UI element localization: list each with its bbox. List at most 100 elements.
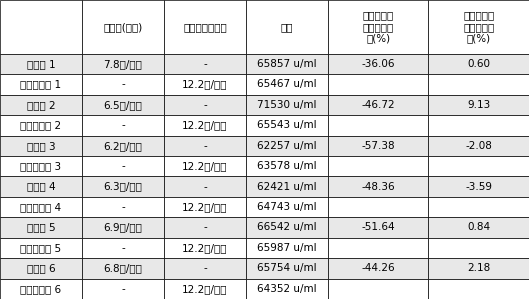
Bar <box>0 115 82 135</box>
Text: 12.2元/公斤: 12.2元/公斤 <box>182 284 228 294</box>
Bar <box>328 135 428 156</box>
Text: 65754 u/ml: 65754 u/ml <box>257 263 317 273</box>
Bar <box>0 238 82 258</box>
Text: -: - <box>203 59 207 69</box>
Bar <box>82 115 164 135</box>
Bar <box>164 115 246 135</box>
Text: 对比实施例 2: 对比实施例 2 <box>21 120 61 130</box>
Bar <box>328 279 428 299</box>
Bar <box>328 95 428 115</box>
Text: 6.8元/公斤: 6.8元/公斤 <box>104 263 142 273</box>
Text: 65543 u/ml: 65543 u/ml <box>257 120 317 130</box>
Text: 实施例 4: 实施例 4 <box>26 181 56 192</box>
Bar <box>0 54 82 74</box>
Text: -: - <box>203 141 207 151</box>
Bar <box>82 197 164 217</box>
Text: 实施例 3: 实施例 3 <box>26 141 56 151</box>
Text: 6.5元/公斤: 6.5元/公斤 <box>104 100 142 110</box>
Bar <box>246 115 328 135</box>
Text: 对比实施例 5: 对比实施例 5 <box>21 243 61 253</box>
Text: 对比实施例 3: 对比实施例 3 <box>21 161 61 171</box>
Bar <box>428 54 529 74</box>
Text: -: - <box>203 181 207 192</box>
Bar <box>0 279 82 299</box>
Bar <box>82 217 164 238</box>
Text: -36.06: -36.06 <box>361 59 395 69</box>
Bar <box>164 217 246 238</box>
Bar <box>82 0 164 54</box>
Bar <box>82 238 164 258</box>
Text: -: - <box>203 222 207 233</box>
Bar <box>246 135 328 156</box>
Text: 12.2元/公斤: 12.2元/公斤 <box>182 243 228 253</box>
Text: -: - <box>121 243 125 253</box>
Text: 64352 u/ml: 64352 u/ml <box>257 284 317 294</box>
Text: -2.08: -2.08 <box>466 141 492 151</box>
Bar <box>164 279 246 299</box>
Bar <box>428 156 529 176</box>
Bar <box>82 279 164 299</box>
Bar <box>0 135 82 156</box>
Text: 65987 u/ml: 65987 u/ml <box>257 243 317 253</box>
Text: 实施例与对
比例成本比
较(%): 实施例与对 比例成本比 较(%) <box>362 10 394 44</box>
Text: 71530 u/ml: 71530 u/ml <box>257 100 317 110</box>
Text: 0.84: 0.84 <box>467 222 490 233</box>
Text: 65857 u/ml: 65857 u/ml <box>257 59 317 69</box>
Bar <box>328 115 428 135</box>
Bar <box>82 156 164 176</box>
Text: 7.8元/公斤: 7.8元/公斤 <box>104 59 142 69</box>
Bar <box>164 156 246 176</box>
Bar <box>328 217 428 238</box>
Bar <box>246 279 328 299</box>
Text: 62257 u/ml: 62257 u/ml <box>257 141 317 151</box>
Bar <box>428 135 529 156</box>
Text: 实施例 1: 实施例 1 <box>26 59 56 69</box>
Text: 6.3元/公斤: 6.3元/公斤 <box>104 181 142 192</box>
Bar <box>428 115 529 135</box>
Bar <box>82 258 164 279</box>
Text: 66542 u/ml: 66542 u/ml <box>257 222 317 233</box>
Bar <box>164 238 246 258</box>
Text: -: - <box>121 202 125 212</box>
Bar <box>0 258 82 279</box>
Bar <box>164 135 246 156</box>
Text: 65467 u/ml: 65467 u/ml <box>257 80 317 89</box>
Bar <box>328 238 428 258</box>
Bar <box>328 156 428 176</box>
Bar <box>0 74 82 95</box>
Text: 12.2元/公斤: 12.2元/公斤 <box>182 202 228 212</box>
Text: 实施例与对
比例效价比
较(%): 实施例与对 比例效价比 较(%) <box>463 10 495 44</box>
Text: 12.2元/公斤: 12.2元/公斤 <box>182 120 228 130</box>
Bar <box>428 74 529 95</box>
Bar <box>246 74 328 95</box>
Bar <box>328 0 428 54</box>
Text: 补油量（成本）: 补油量（成本） <box>183 22 227 32</box>
Bar <box>328 54 428 74</box>
Text: 63578 u/ml: 63578 u/ml <box>257 161 317 171</box>
Bar <box>82 95 164 115</box>
Bar <box>82 74 164 95</box>
Bar <box>246 197 328 217</box>
Text: -: - <box>203 100 207 110</box>
Text: 补糖量(成本): 补糖量(成本) <box>103 22 143 32</box>
Text: 效价: 效价 <box>281 22 293 32</box>
Text: 12.2元/公斤: 12.2元/公斤 <box>182 80 228 89</box>
Text: -: - <box>203 263 207 273</box>
Bar <box>328 258 428 279</box>
Text: -: - <box>121 284 125 294</box>
Text: -: - <box>121 120 125 130</box>
Bar <box>164 0 246 54</box>
Text: 对比实施例 6: 对比实施例 6 <box>21 284 61 294</box>
Bar <box>246 217 328 238</box>
Text: -51.64: -51.64 <box>361 222 395 233</box>
Bar <box>246 95 328 115</box>
Bar <box>246 54 328 74</box>
Bar <box>428 95 529 115</box>
Bar <box>0 197 82 217</box>
Bar <box>428 0 529 54</box>
Bar <box>246 0 328 54</box>
Bar <box>428 197 529 217</box>
Text: -3.59: -3.59 <box>465 181 492 192</box>
Bar <box>428 279 529 299</box>
Text: -: - <box>121 80 125 89</box>
